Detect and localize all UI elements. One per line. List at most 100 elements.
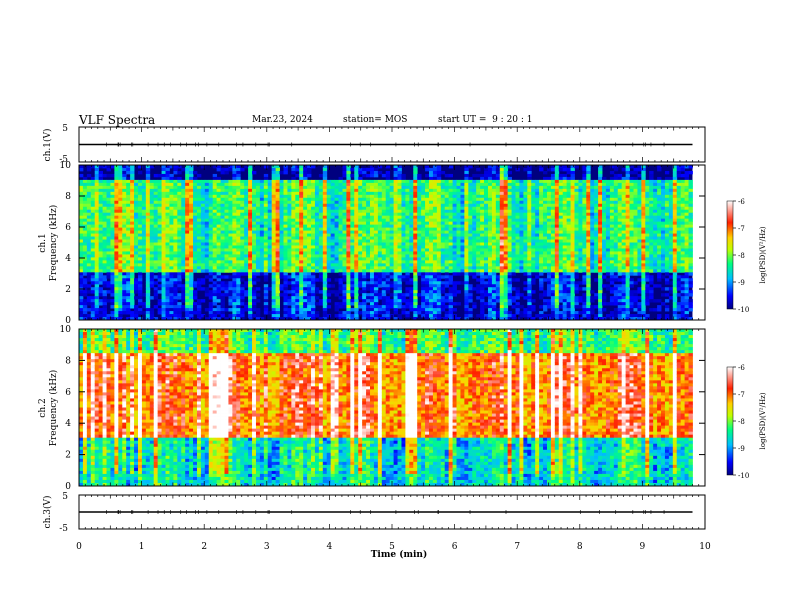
spectrogram-cell (326, 254, 332, 258)
spectrogram-cell (157, 197, 162, 202)
spectrogram-cell (267, 245, 273, 249)
spectrogram-cell (354, 176, 359, 181)
spectrogram-cell (185, 197, 190, 202)
spectrogram-cell (255, 287, 261, 291)
spectrogram-cell (366, 269, 371, 273)
spectrogram-cell (318, 191, 324, 196)
spectrogram-cell (82, 215, 88, 220)
spectrogram-cell (126, 266, 131, 270)
spectrogram-cell (98, 254, 103, 258)
spectrogram-cell (169, 179, 174, 184)
spectrogram-cell (94, 287, 100, 291)
spectrogram-cell (204, 290, 210, 294)
spectrogram-cell (362, 305, 367, 309)
spectrogram-cell (314, 254, 320, 258)
spectrogram-cell (86, 227, 92, 231)
spectrogram-cell (165, 227, 170, 231)
spectrogram-cell (299, 284, 304, 288)
spectrogram-cell (173, 257, 178, 261)
spectrogram-cell (141, 194, 147, 199)
spectrogram-cell (487, 290, 493, 294)
spectrogram-cell (106, 191, 111, 196)
spectrogram-cell (409, 212, 414, 217)
spectrogram-cell (440, 221, 446, 226)
spectrogram-cell (342, 179, 347, 184)
spectrogram-cell (161, 272, 166, 276)
spectrogram-cell (216, 236, 221, 240)
spectrogram-cell (220, 221, 225, 226)
spectrogram-cell (362, 308, 367, 312)
spectrogram-cell (334, 293, 339, 297)
spectrogram-cell (464, 173, 469, 178)
spectrogram-cell (220, 311, 225, 315)
spectrogram-cell (299, 254, 304, 258)
spectrogram-cell (397, 233, 402, 237)
spectrogram-cell (366, 314, 371, 318)
spectrogram-cell (240, 179, 245, 184)
spectrogram-cell (106, 194, 111, 199)
spectrogram-cell (362, 227, 367, 231)
spectrogram-cell (181, 275, 186, 279)
spectrogram-cell (86, 233, 92, 237)
spectrogram-cell (366, 263, 371, 267)
spectrogram-cell (196, 227, 202, 231)
spectrogram-cell (346, 299, 351, 303)
spectrogram-cell (393, 296, 398, 300)
spectrogram-cell (468, 299, 473, 303)
spectrogram-cell (397, 305, 402, 309)
spectrogram-cell (370, 290, 375, 294)
spectrogram-cell (444, 269, 450, 273)
spectrogram-cell (90, 296, 96, 300)
spectrogram-cell (279, 233, 284, 237)
spectrogram-cell (370, 224, 375, 228)
spectrogram-cell (236, 206, 241, 211)
spectrogram-cell (472, 218, 477, 223)
spectrogram-cell (393, 200, 398, 205)
spectrogram-cell (491, 245, 497, 249)
spectrogram-cell (444, 203, 450, 208)
spectrogram-cell (173, 188, 178, 193)
spectrogram-cell (346, 197, 351, 202)
spectrogram-cell (196, 197, 202, 202)
spectrogram-cell (311, 251, 316, 255)
spectrogram-cell (102, 311, 107, 315)
spectrogram-cell (149, 165, 155, 169)
spectrogram-cell (173, 290, 178, 294)
spectrogram-cell (405, 287, 410, 291)
spectrogram-cell (370, 182, 375, 187)
spectrogram-cell (373, 317, 379, 321)
spectrogram-cell (216, 254, 221, 258)
spectrogram-cell (173, 296, 178, 300)
spectrogram-cell (401, 230, 406, 234)
spectrogram-cell (255, 248, 261, 252)
spectrogram-cell (299, 305, 304, 309)
spectrogram-cell (330, 179, 336, 184)
spectrogram-cell (114, 290, 119, 294)
spectrogram-cell (149, 284, 155, 288)
spectrogram-cell (79, 302, 84, 306)
spectrogram-cell (161, 165, 166, 169)
spectrogram-cell (480, 317, 485, 321)
spectrogram-cell (432, 221, 438, 226)
spectrogram-cell (432, 227, 438, 231)
spectrogram-cell (366, 167, 371, 172)
spectrogram-cell (137, 290, 143, 294)
spectrogram-cell (98, 248, 103, 252)
spectrogram-cell (472, 200, 477, 205)
spectrogram-cell (157, 260, 162, 264)
spectrogram-cell (495, 191, 501, 196)
spectrogram-cell (177, 242, 182, 246)
spectrogram-cell (110, 179, 115, 184)
spectrogram-cell (452, 242, 457, 246)
spectrogram-cell (263, 308, 269, 312)
spectrogram-cell (484, 257, 489, 261)
spectrogram-cell (370, 311, 375, 315)
spectrogram-cell (204, 194, 210, 199)
spectrogram-cell (224, 236, 229, 240)
spectrogram-cell (196, 278, 202, 282)
spectrogram-cell (271, 269, 277, 273)
spectrogram-cell (342, 197, 347, 202)
spectrogram-cell (338, 209, 343, 214)
spectrogram-cell (456, 218, 461, 223)
spectrogram-cell (134, 191, 139, 196)
